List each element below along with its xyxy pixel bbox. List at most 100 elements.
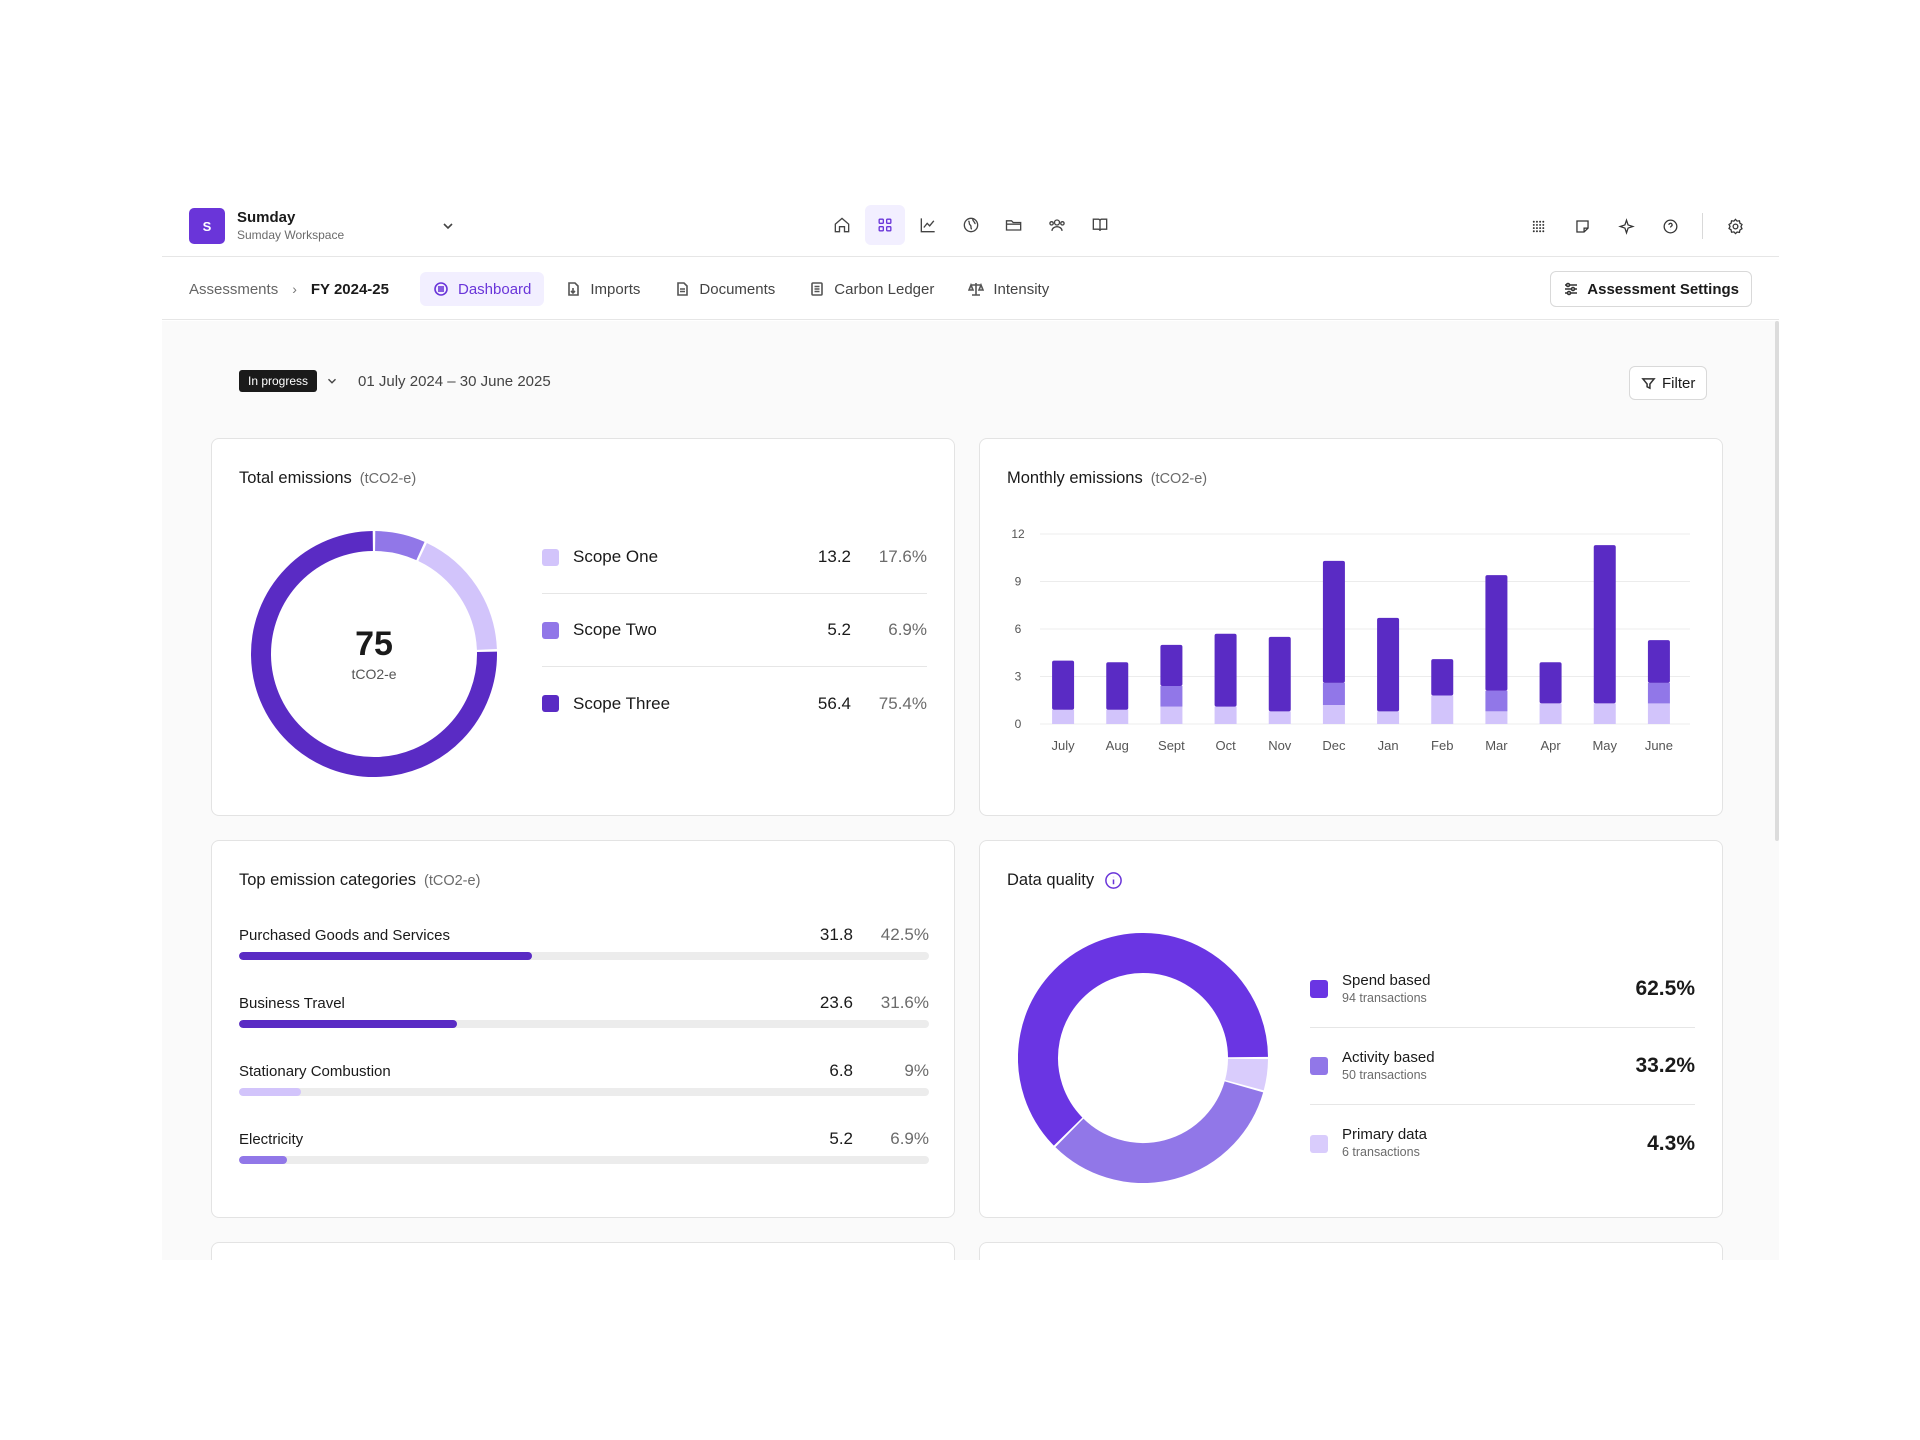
x-tick-label: Aug xyxy=(1106,738,1129,753)
category-name: Purchased Goods and Services xyxy=(239,927,450,944)
data-quality-percent: 62.5% xyxy=(1635,977,1695,1000)
globe-icon[interactable] xyxy=(951,205,991,245)
category-name: Stationary Combustion xyxy=(239,1063,391,1080)
workspace-name: Sumday xyxy=(237,209,296,226)
card-unit: (tCO2-e) xyxy=(424,872,481,889)
data-quality-text: Spend based 94 transactions xyxy=(1342,972,1635,1007)
bar-segment xyxy=(1485,575,1508,691)
tab-intensity[interactable]: Intensity xyxy=(955,272,1062,306)
bar-segment xyxy=(1647,640,1670,683)
progress-track xyxy=(239,1088,929,1096)
category-percent: 42.5% xyxy=(880,925,929,944)
bar-segment xyxy=(1160,706,1183,724)
donut-segment xyxy=(1055,1080,1264,1183)
bar-segment xyxy=(1106,709,1129,724)
filter-button[interactable]: Filter xyxy=(1629,366,1708,400)
category-percent: 9% xyxy=(904,1061,929,1080)
assessment-settings-label: Assessment Settings xyxy=(1587,280,1739,298)
scale-icon xyxy=(968,282,985,296)
note-icon[interactable] xyxy=(1562,206,1602,246)
y-tick-label: 9 xyxy=(1015,575,1022,589)
scope-list: Scope One 13.2 17.6% Scope Two 5.2 6.9% … xyxy=(542,521,927,740)
y-tick-label: 12 xyxy=(1011,527,1025,541)
settings-gear-icon[interactable] xyxy=(1715,206,1755,246)
progress-fill xyxy=(239,952,533,960)
data-quality-name: Primary data xyxy=(1342,1126,1428,1143)
status-badge[interactable]: In progress xyxy=(239,370,318,392)
bar-segment xyxy=(1052,709,1075,724)
donut-center: 75 tCO2-e xyxy=(249,624,499,682)
sparkle-icon[interactable] xyxy=(1606,206,1646,246)
donut-segment xyxy=(418,542,497,651)
category-row: Electricity 5.2 6.9% xyxy=(239,1127,929,1195)
dashboard-icon xyxy=(434,282,448,296)
scope-name: Scope Two xyxy=(573,620,657,639)
bar-segment xyxy=(1214,706,1237,724)
progress-fill xyxy=(239,1020,458,1028)
assessment-bar: Assessments › FY 2024-25 Dashboard Impor… xyxy=(162,258,1779,320)
tab-carbon-ledger[interactable]: Carbon Ledger xyxy=(796,272,947,306)
assessment-tabs: Dashboard Imports Documents Carbon Ledge… xyxy=(420,272,1062,306)
card-title-text: Top emission categories xyxy=(239,871,417,889)
workspace-switcher[interactable]: S Sumday Sumday Workspace xyxy=(189,208,453,244)
bar-segment xyxy=(1322,560,1345,683)
top-bar: S Sumday Sumday Workspace xyxy=(162,195,1779,257)
scope-name: Scope One xyxy=(573,547,659,566)
chevron-right-icon: › xyxy=(292,281,297,297)
category-value: 23.6 xyxy=(819,993,853,1012)
scope-row: Scope Three 56.4 75.4% xyxy=(542,667,927,740)
bar-segment xyxy=(1322,682,1345,705)
chevron-down-icon[interactable] xyxy=(325,374,339,388)
total-value: 75 xyxy=(355,625,393,663)
tab-imports[interactable]: Imports xyxy=(552,272,653,306)
workspace-text: Sumday Sumday Workspace xyxy=(237,209,344,243)
x-tick-label: Sept xyxy=(1158,738,1185,753)
home-icon[interactable] xyxy=(822,205,862,245)
import-icon xyxy=(568,282,580,296)
apps-grid-icon[interactable] xyxy=(1518,206,1558,246)
data-quality-row: Activity based 50 transactions 33.2% xyxy=(1310,1028,1695,1105)
data-quality-percent: 4.3% xyxy=(1647,1131,1695,1155)
x-tick-label: May xyxy=(1592,738,1617,753)
legend-swatch xyxy=(1310,980,1328,998)
y-tick-label: 6 xyxy=(1015,622,1022,636)
donut-segment xyxy=(251,531,497,777)
category-list: Purchased Goods and Services 31.8 42.5% … xyxy=(239,923,929,1195)
dashboard-grid-icon[interactable] xyxy=(865,205,905,245)
assessment-settings-button[interactable]: Assessment Settings xyxy=(1550,271,1752,307)
top-right-actions xyxy=(1518,206,1755,246)
card-title: Total emissions (tCO2-e) xyxy=(239,469,416,488)
x-tick-label: Dec xyxy=(1322,738,1346,753)
card-title: Monthly emissions (tCO2-e) xyxy=(1007,469,1207,488)
data-quality-card: Data quality Spend based 94 transactions… xyxy=(979,840,1723,1218)
data-quality-percent: 33.2% xyxy=(1635,1054,1695,1077)
tab-documents[interactable]: Documents xyxy=(661,272,788,306)
date-range: 01 July 2024 – 30 June 2025 xyxy=(358,372,551,390)
book-icon[interactable] xyxy=(1080,205,1120,245)
x-tick-label: July xyxy=(1052,738,1076,753)
line-chart-icon[interactable] xyxy=(908,205,948,245)
tab-dashboard[interactable]: Dashboard xyxy=(420,272,545,306)
document-icon xyxy=(677,282,689,296)
scrollbar[interactable] xyxy=(1775,321,1779,841)
data-quality-text: Primary data 6 transactions xyxy=(1342,1126,1647,1161)
help-icon[interactable] xyxy=(1650,206,1690,246)
tab-label: Imports xyxy=(590,280,641,298)
data-quality-row: Primary data 6 transactions 4.3% xyxy=(1310,1105,1695,1182)
card-title: Top emission categories (tCO2-e) xyxy=(239,871,480,890)
donut-segment xyxy=(1018,933,1268,1146)
info-icon[interactable] xyxy=(1104,871,1123,890)
users-icon[interactable] xyxy=(1037,205,1077,245)
dashboard-content: In progress 01 July 2024 – 30 June 2025 … xyxy=(162,321,1779,1260)
data-quality-count: 50 transactions xyxy=(1342,1067,1427,1082)
bar-segment xyxy=(1322,705,1345,724)
bar-segment xyxy=(1539,662,1562,704)
folder-icon[interactable] xyxy=(994,205,1034,245)
total-unit: tCO2-e xyxy=(351,666,397,682)
chevron-down-icon[interactable] xyxy=(440,218,456,234)
breadcrumb-assessments[interactable]: Assessments xyxy=(189,280,279,298)
bar-segment xyxy=(1214,633,1237,707)
bar-segment xyxy=(1268,711,1291,724)
filter-icon xyxy=(1641,377,1656,389)
scope-percent: 17.6% xyxy=(878,547,927,566)
